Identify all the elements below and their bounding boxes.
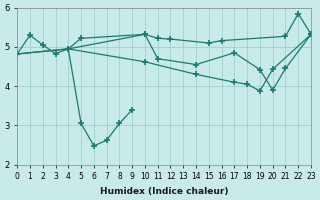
X-axis label: Humidex (Indice chaleur): Humidex (Indice chaleur) [100, 187, 228, 196]
